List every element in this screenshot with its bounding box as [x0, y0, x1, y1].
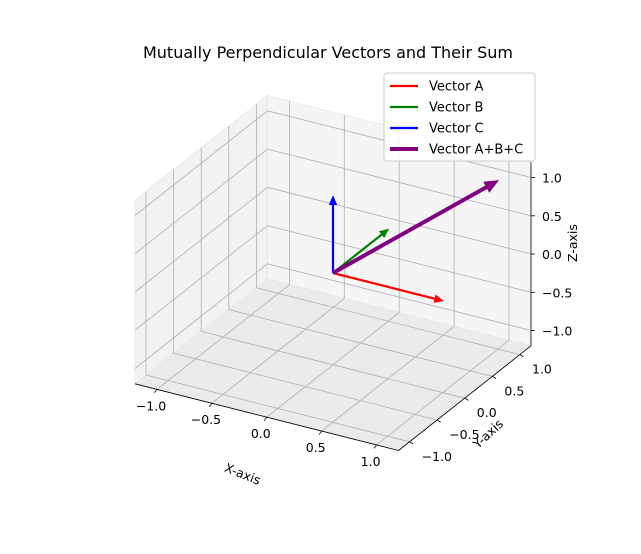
grid-line-z-back — [267, 263, 532, 331]
tick-mark — [436, 419, 442, 423]
vector-arrowhead — [483, 180, 500, 193]
grid-line-y-floor — [228, 309, 493, 377]
vector-vector-c — [328, 195, 338, 273]
vector-arrowhead — [433, 294, 445, 303]
z-tick-label: 1.0 — [542, 171, 562, 186]
tick-mark — [492, 376, 497, 379]
grid-line-z-side — [134, 263, 268, 369]
vector-arrowhead — [378, 228, 390, 239]
legend: Vector A Vector B Vector C Vector A+B+C — [383, 72, 536, 162]
legend-label: Vector C — [429, 122, 484, 137]
grid-line-y-floor — [201, 331, 465, 399]
x-tick-label: −0.5 — [191, 412, 221, 427]
tick-mark — [409, 441, 414, 445]
tick-mark — [263, 416, 268, 421]
z-tick-label: 0.5 — [542, 209, 562, 224]
y-tick-label: 0.0 — [477, 405, 497, 420]
tick-mark — [519, 354, 524, 358]
grid-line-z-side — [134, 148, 268, 255]
z-tick-label: −1.0 — [542, 324, 572, 339]
grid-line-y-floor — [173, 352, 438, 421]
z-tick-label: 0.0 — [542, 247, 562, 262]
y-tick-label: 1.0 — [532, 362, 552, 377]
x-tick-label: 1.0 — [361, 454, 381, 469]
x-tick-label: 0.5 — [306, 440, 326, 455]
tick-mark — [208, 402, 213, 407]
grid-line-y-floor — [145, 374, 410, 443]
grid-line-z-side — [134, 225, 268, 331]
legend-label: Vector B — [429, 101, 483, 116]
z-tick-label: −0.5 — [542, 285, 572, 300]
grid-line-z-back — [267, 148, 532, 217]
vector-arrowhead — [328, 195, 338, 205]
grid-line-z-side — [134, 186, 268, 293]
tick-mark — [154, 389, 158, 394]
chart-title: Mutually Perpendicular Vectors and Their… — [143, 43, 513, 62]
vector-vector-a — [332, 271, 445, 303]
tick-mark — [318, 430, 323, 435]
z-axis-label: Z-axis — [565, 224, 580, 262]
vectors — [328, 180, 500, 303]
vector-shaft — [332, 271, 436, 300]
legend-frame — [383, 72, 536, 162]
y-tick-label: −0.5 — [449, 427, 479, 442]
y-axis-line — [398, 345, 532, 451]
legend-label: Vector A — [429, 80, 484, 95]
grid-line-y-floor — [256, 287, 521, 355]
tick-mark — [373, 444, 377, 449]
y-tick-label: 0.5 — [504, 383, 524, 398]
vector-shaft — [332, 185, 488, 275]
x-tick-label: −1.0 — [136, 398, 166, 413]
ticks: −1.0 −0.5 0.0 0.5 1.0 −1.0 −0.5 0.0 0.5 1.0 −1.0 −0… — [136, 171, 573, 469]
grid-line-z-side — [134, 110, 268, 216]
legend-label: Vector A+B+C — [429, 143, 523, 158]
tick-mark — [464, 397, 469, 401]
grid-line-z-back — [267, 186, 532, 255]
vector-vector-a-b-c — [332, 180, 500, 275]
y-tick-label: −1.0 — [422, 449, 452, 464]
grid-line-z-back — [267, 225, 532, 293]
x-tick-label: 0.0 — [251, 426, 271, 441]
